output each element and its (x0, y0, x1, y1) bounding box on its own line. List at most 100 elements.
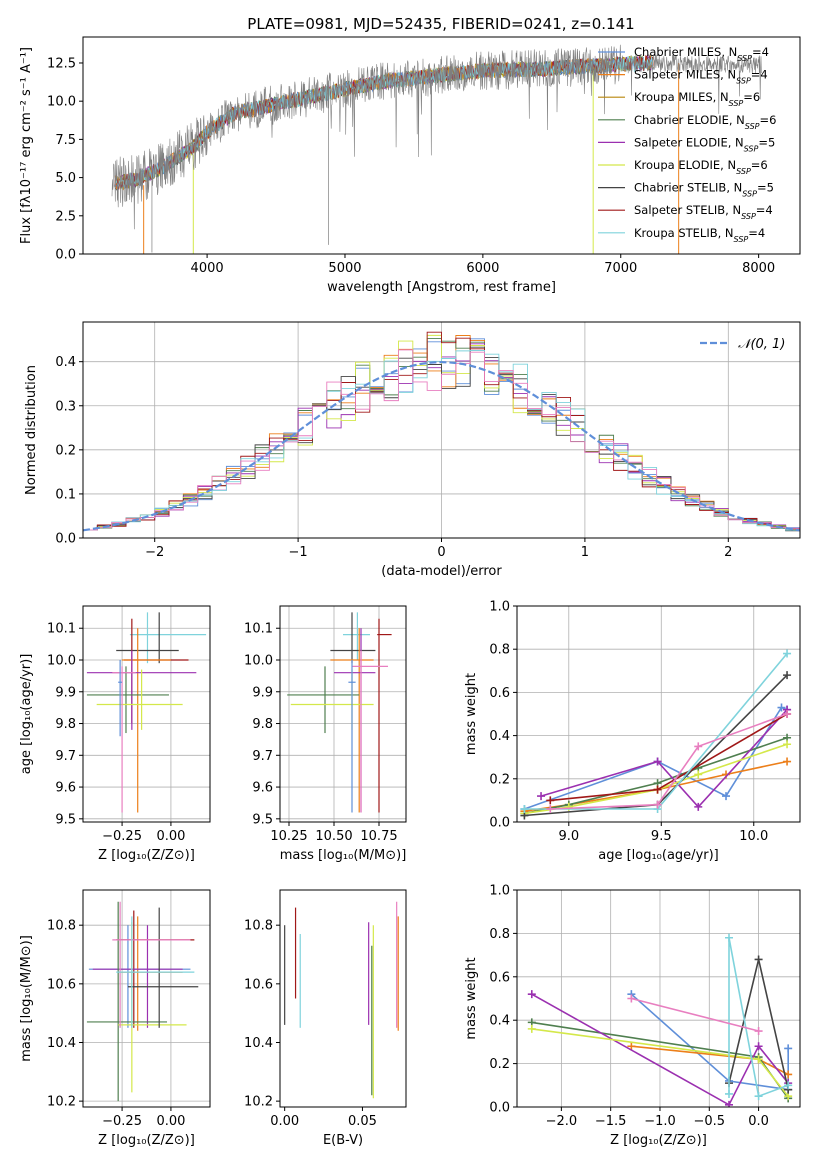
y-tick-label: 10.0 (244, 654, 273, 669)
axes-frame (82, 889, 211, 1108)
x-tick-label: 0.05 (348, 1114, 377, 1129)
mass-weight-marker (653, 785, 662, 794)
y-tick-label: 9.8 (55, 717, 76, 732)
mass-weight-marker (653, 757, 662, 766)
axes-frame (516, 889, 801, 1108)
y-tick-label: 12.5 (47, 56, 76, 71)
y-tick-label: 1.0 (489, 600, 510, 615)
mass-weight-marker (784, 1081, 793, 1090)
x-tick-label: 1 (581, 545, 589, 560)
axes-frame (82, 36, 801, 255)
mass-weight-marker (783, 740, 792, 749)
mass-weight-marker (783, 757, 792, 766)
y-tick-label: 0.8 (489, 927, 510, 942)
x-tick-label: −0.5 (693, 1114, 725, 1129)
x-tick-label: −1.5 (595, 1114, 627, 1129)
panel-mass-vs-Z: −0.25 0.00 10.2 10.4 10.6 10.8 Z [log₁₀(Z/Z⊙)]… (19, 889, 211, 1148)
figure-title: PLATE=0981, MJD=52435, FIBERID=0241, z=0… (247, 15, 634, 33)
legend-label: Chabrier STELIB, NSSP=5 (634, 181, 774, 199)
y-tick-label: 9.7 (252, 749, 273, 764)
mass-weight-marker (722, 792, 731, 801)
y-tick-label: 9.8 (252, 717, 273, 732)
mass-weight-marker (627, 994, 636, 1003)
x-tick-label: 10.75 (360, 829, 397, 844)
mass-weight-marker (725, 1100, 734, 1107)
x-tick-label: 0.00 (156, 829, 185, 844)
plot-area-age-vs-Z (86, 612, 207, 813)
x-tick-label: −0.25 (102, 829, 142, 844)
legend-label: Kroupa MILES, NSSP=6 (634, 90, 760, 108)
y-tick-label: 0.0 (55, 248, 76, 263)
legend-label: Salpeter ELODIE, NSSP=5 (634, 135, 775, 153)
mass-weight-line (630, 993, 790, 1091)
y-tick-label: 0.4 (55, 355, 76, 370)
x-tick-label: 0.00 (270, 1114, 299, 1129)
x-axis-label: Z [log₁₀(Z/Z⊙)] (610, 1133, 707, 1148)
y-tick-label: 10.2 (244, 1095, 273, 1110)
y-tick-label: 10.6 (244, 977, 273, 992)
mass-weight-marker (777, 703, 786, 712)
axes-frame (279, 889, 407, 1108)
panel-age-vs-mass: 10.25 10.50 10.75 9.5 9.6 9.7 9.8 9.9 10.0 10.1 ma… (244, 605, 407, 863)
y-tick-label: 0.0 (55, 532, 76, 547)
legend-label: 𝒩(0, 1) (738, 337, 785, 352)
x-tick-label: 2 (724, 545, 732, 560)
plot-area-weight-vs-age (520, 649, 792, 820)
panel-weight-vs-Z: −2.0 −1.5 −1.0 −0.5 0.0 0.0 0.2 0.4 0.6 0.8 1.0 Z [… (464, 884, 801, 1148)
y-tick-label: 0.2 (55, 443, 76, 458)
panel-weight-vs-age: 9.0 9.5 10.0 0.0 0.2 0.4 0.6 0.8 1.0 age [log₁₀(a… (464, 600, 801, 863)
y-tick-label: 0.0 (489, 816, 510, 831)
y-tick-label: 10.8 (244, 919, 273, 934)
x-tick-label: 10.0 (739, 829, 768, 844)
y-axis-label: mass [log₁₀(M/M⊙)] (19, 935, 34, 1062)
y-axis-label: mass weight (464, 673, 479, 755)
mass-weight-marker (783, 649, 792, 658)
legend-label: Kroupa ELODIE, NSSP=6 (634, 158, 768, 176)
legend-label: Salpeter MILES, NSSP=4 (634, 68, 768, 86)
y-tick-label: 0.3 (55, 399, 76, 414)
x-axis-label: Z [log₁₀(Z/Z⊙)] (98, 848, 195, 863)
y-tick-label: 10.8 (47, 919, 76, 934)
mass-weight-line (550, 713, 788, 810)
y-axis-label: Flux [fλ10⁻¹⁷ erg cm⁻² s⁻¹ A⁻¹] (19, 47, 34, 244)
x-axis-label: mass [log₁₀(M/M⊙)] (280, 848, 407, 863)
mass-weight-marker (537, 792, 546, 801)
x-tick-label: 7000 (604, 261, 637, 276)
histogram-step-line (83, 349, 800, 538)
y-tick-label: 0.6 (489, 686, 510, 701)
mass-weight-line (524, 737, 788, 815)
mass-weight-line (728, 937, 789, 1098)
y-tick-label: 0.0 (489, 1101, 510, 1116)
plot-area-weight-vs-Z (527, 933, 793, 1107)
y-tick-label: 0.4 (489, 1014, 510, 1029)
x-tick-label: −0.25 (102, 1114, 142, 1129)
x-tick-label: −1.0 (644, 1114, 676, 1129)
x-axis-label: wavelength [Angstrom, rest frame] (327, 280, 556, 295)
x-tick-label: 5000 (328, 261, 361, 276)
mass-weight-marker (520, 805, 529, 814)
y-tick-label: 9.6 (252, 781, 273, 796)
y-tick-label: 7.5 (55, 133, 76, 148)
y-tick-label: 10.1 (244, 622, 273, 637)
x-tick-label: −2 (145, 545, 164, 560)
mass-weight-marker (694, 802, 703, 811)
x-axis-label: Z [log₁₀(Z/Z⊙)] (98, 1133, 195, 1148)
x-tick-label: 0.00 (156, 1114, 185, 1129)
y-tick-label: 10.0 (47, 654, 76, 669)
x-tick-label: −1 (289, 545, 308, 560)
mass-weight-marker (783, 671, 792, 680)
panel-residuals: −2 −1 0 1 2 0.0 0.1 0.2 0.3 0.4 (data-model)/error… (24, 321, 801, 579)
y-tick-label: 5.0 (55, 171, 76, 186)
y-tick-label: 0.2 (489, 772, 510, 787)
mass-weight-line (531, 993, 789, 1106)
x-tick-label: −2.0 (546, 1114, 578, 1129)
x-tick-label: 10.50 (315, 829, 352, 844)
axes-frame (516, 605, 801, 823)
mass-weight-line (524, 760, 788, 812)
y-tick-label: 0.8 (489, 643, 510, 658)
mass-weight-marker (784, 1044, 793, 1053)
mass-weight-marker (546, 796, 555, 805)
mass-weight-marker (694, 770, 703, 779)
y-tick-label: 10.1 (47, 622, 76, 637)
